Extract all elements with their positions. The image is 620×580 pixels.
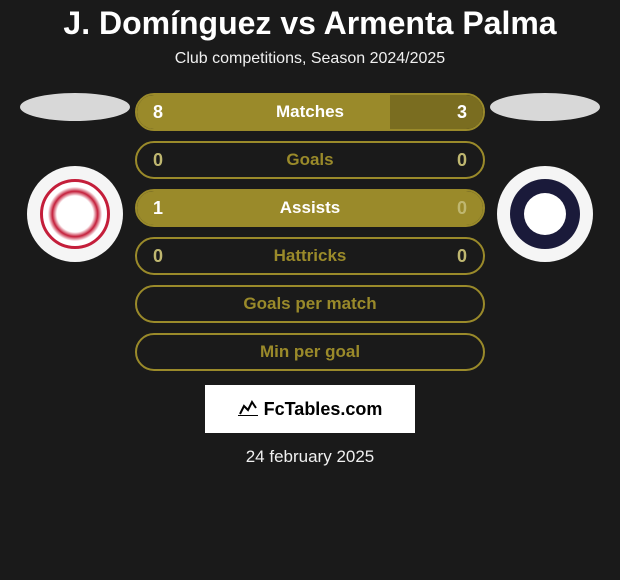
stat-bar: 8 3 Matches (135, 93, 485, 131)
stat-label: Goals (286, 150, 333, 170)
stat-fill-right (390, 95, 483, 129)
comparison-card: J. Domínguez vs Armenta Palma Club compe… (0, 0, 620, 580)
stat-label: Assists (280, 198, 340, 218)
brand-chart-icon (238, 398, 258, 421)
stat-label: Min per goal (260, 342, 360, 362)
left-column (15, 93, 135, 262)
stat-bar: Min per goal (135, 333, 485, 371)
stats-column: 8 3 Matches 0 0 Goals 1 0 Assists 0 0 Hattricks Goal… (135, 93, 485, 371)
stat-value-left: 8 (153, 102, 163, 123)
stat-value-left: 1 (153, 198, 163, 219)
stat-bar: Goals per match (135, 285, 485, 323)
queretaro-logo-icon (510, 179, 580, 249)
page-title: J. Domínguez vs Armenta Palma (63, 5, 556, 42)
right-ellipse-shadow (490, 93, 600, 121)
brand-text: FcTables.com (264, 399, 383, 420)
stat-value-right: 0 (457, 198, 467, 219)
left-club-logo (27, 166, 123, 262)
left-ellipse-shadow (20, 93, 130, 121)
date-label: 24 february 2025 (246, 447, 375, 467)
stat-bar: 0 0 Goals (135, 141, 485, 179)
stat-value-right: 3 (457, 102, 467, 123)
right-column (485, 93, 605, 262)
stat-value-left: 0 (153, 246, 163, 267)
right-club-logo (497, 166, 593, 262)
stat-fill-left (137, 95, 390, 129)
stat-label: Goals per match (243, 294, 376, 314)
stat-value-left: 0 (153, 150, 163, 171)
main-row: 8 3 Matches 0 0 Goals 1 0 Assists 0 0 Hattricks Goal… (0, 93, 620, 371)
stat-bar: 0 0 Hattricks (135, 237, 485, 275)
branding-badge: FcTables.com (205, 385, 415, 433)
stat-bar: 1 0 Assists (135, 189, 485, 227)
toluca-logo-icon (40, 179, 110, 249)
stat-label: Hattricks (274, 246, 347, 266)
subtitle: Club competitions, Season 2024/2025 (175, 50, 445, 68)
stat-value-right: 0 (457, 150, 467, 171)
stat-value-right: 0 (457, 246, 467, 267)
stat-label: Matches (276, 102, 344, 122)
